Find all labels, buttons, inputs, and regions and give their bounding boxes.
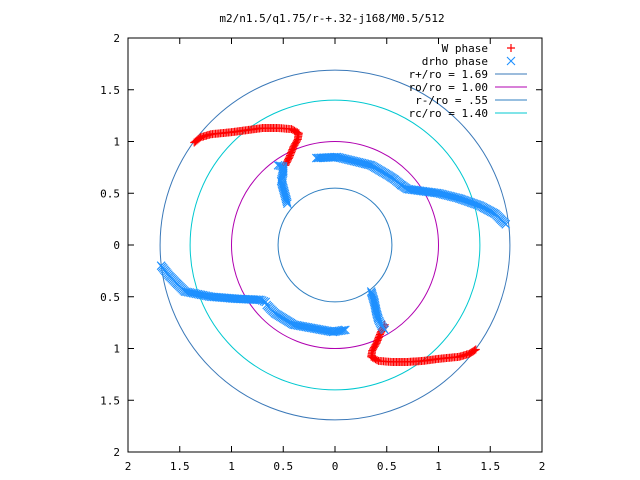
points-layer xyxy=(156,124,511,366)
circle-1 xyxy=(231,141,439,349)
legend-marker xyxy=(507,44,515,52)
data-point xyxy=(278,168,288,177)
data-point xyxy=(337,325,347,335)
circle-2 xyxy=(277,187,393,303)
y-tick-label: 2 xyxy=(113,32,120,45)
x-tick-label: 1 xyxy=(228,460,235,473)
circle-3 xyxy=(189,99,481,391)
x-tick-label: 1.5 xyxy=(170,460,190,473)
x-tick-label: 0.5 xyxy=(273,460,293,473)
legend-label: ro/ro = 1.00 xyxy=(409,81,488,94)
data-point xyxy=(259,296,269,306)
x-tick-label: 0.5 xyxy=(377,460,397,473)
data-point xyxy=(282,197,292,207)
y-tick-label: 1 xyxy=(113,136,120,149)
data-point xyxy=(254,295,264,305)
data-point xyxy=(365,160,375,170)
x-tick-label: 1.5 xyxy=(480,460,500,473)
data-point xyxy=(472,200,482,210)
y-tick-label: 2 xyxy=(113,446,120,459)
ticks-layer: 2 1.5 1 0.5 0 0.5 1 1.5 221.510.500.511.52 xyxy=(100,32,545,473)
data-point xyxy=(282,196,291,205)
data-point xyxy=(340,325,350,335)
x-tick-label: 1 xyxy=(435,460,442,473)
data-point xyxy=(501,219,511,229)
x-tick-label: 0 xyxy=(332,460,339,473)
y-tick-label: 1.5 xyxy=(100,394,120,407)
legend-label: drho phase xyxy=(422,55,488,68)
data-point xyxy=(261,297,271,307)
legend-marker xyxy=(506,56,516,66)
data-point xyxy=(339,325,349,335)
chart-title: m2/n1.5/q1.75/r-+.32-j168/M0.5/512 xyxy=(219,12,444,25)
y-tick-label: 1.5 xyxy=(100,84,120,97)
series-1 xyxy=(156,152,511,337)
y-tick-label: 0.5 xyxy=(100,291,120,304)
circles-layer xyxy=(159,69,511,421)
y-tick-label: 1 xyxy=(113,343,120,356)
data-point xyxy=(283,199,292,208)
legend-label: rc/ro = 1.40 xyxy=(409,107,488,120)
data-point xyxy=(373,313,383,323)
y-tick-label: 0.5 xyxy=(100,187,120,200)
data-point xyxy=(380,325,390,335)
x-tick-label: 2 xyxy=(125,460,132,473)
data-point xyxy=(474,200,483,210)
legend-label: r+/ro = 1.69 xyxy=(409,68,488,81)
legend-label: W phase xyxy=(442,42,488,55)
y-tick-label: 0 xyxy=(113,239,120,252)
data-point xyxy=(278,169,288,179)
x-tick-label: 2 xyxy=(539,460,546,473)
circle-0 xyxy=(159,69,511,421)
legend-label: r-/ro = .55 xyxy=(415,94,488,107)
